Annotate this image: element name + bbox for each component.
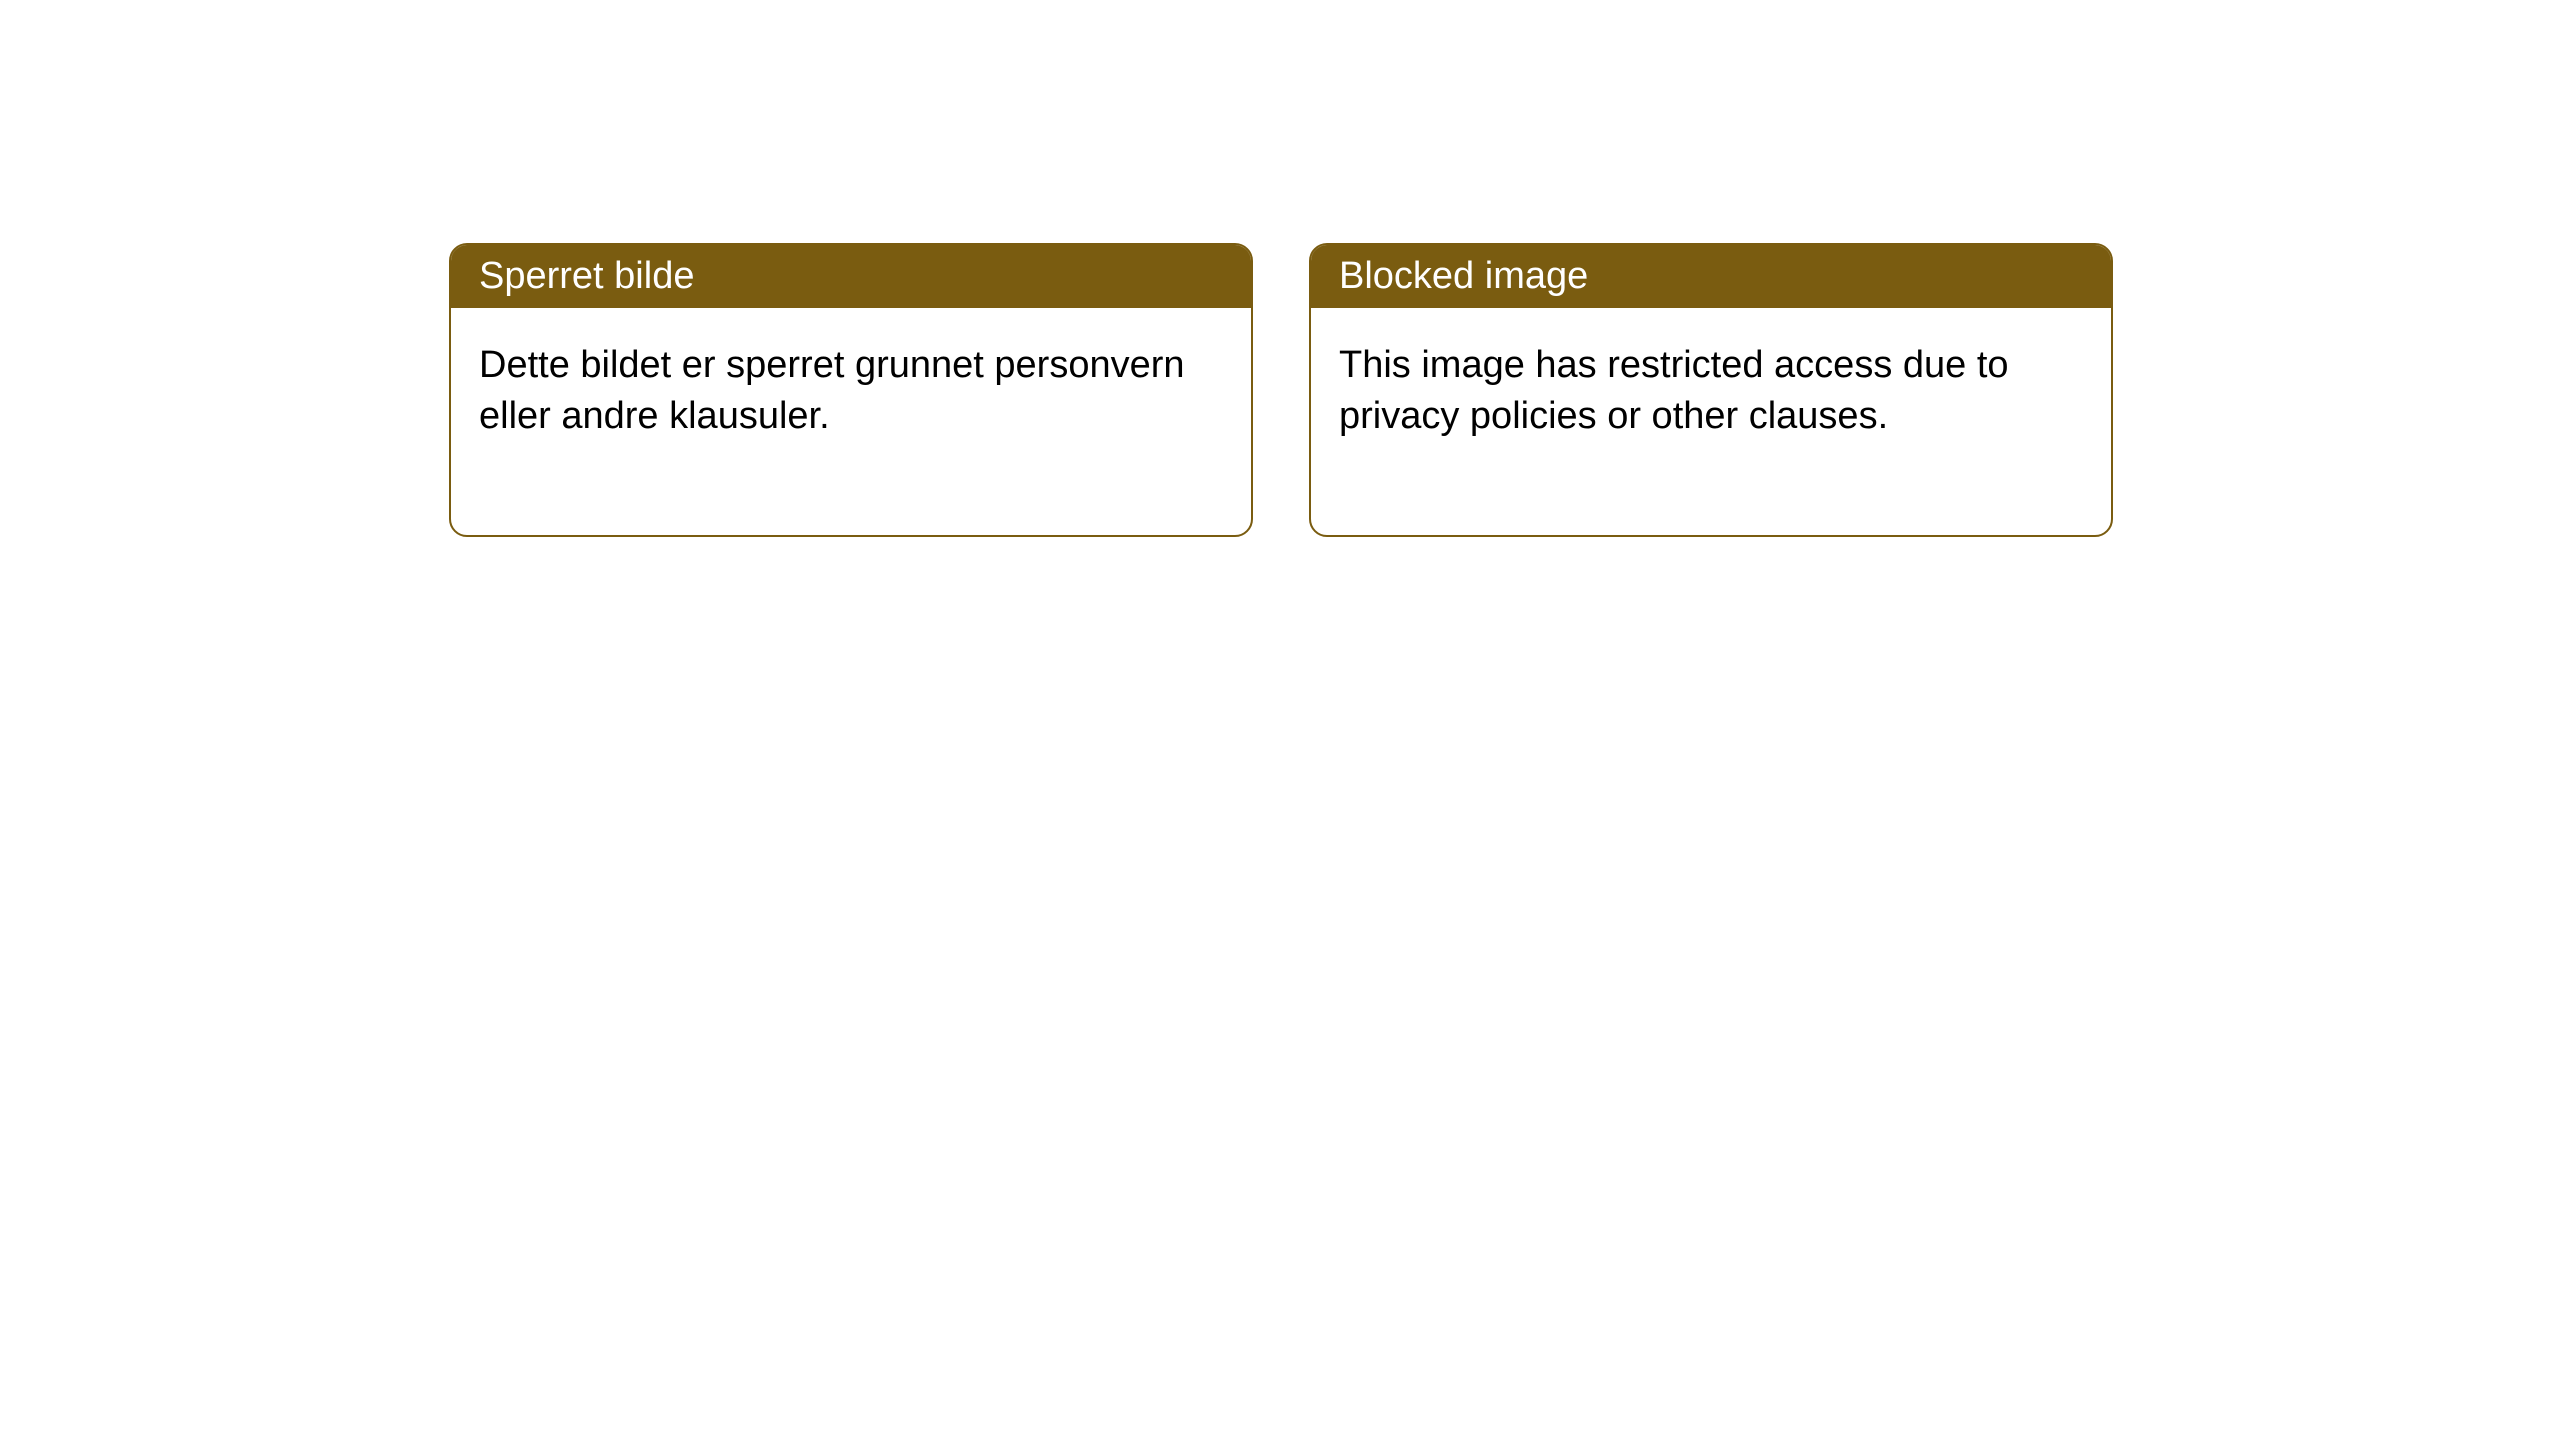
card-title: Blocked image <box>1339 255 1588 297</box>
card-body: This image has restricted access due to … <box>1311 308 2111 535</box>
blocked-image-card-en: Blocked image This image has restricted … <box>1309 243 2113 537</box>
card-header: Sperret bilde <box>451 245 1251 308</box>
card-body: Dette bildet er sperret grunnet personve… <box>451 308 1251 535</box>
card-title: Sperret bilde <box>479 255 694 297</box>
card-message: This image has restricted access due to … <box>1339 344 2009 437</box>
card-message: Dette bildet er sperret grunnet personve… <box>479 344 1185 437</box>
blocked-image-card-no: Sperret bilde Dette bildet er sperret gr… <box>449 243 1253 537</box>
card-header: Blocked image <box>1311 245 2111 308</box>
notice-container: Sperret bilde Dette bildet er sperret gr… <box>0 0 2560 537</box>
